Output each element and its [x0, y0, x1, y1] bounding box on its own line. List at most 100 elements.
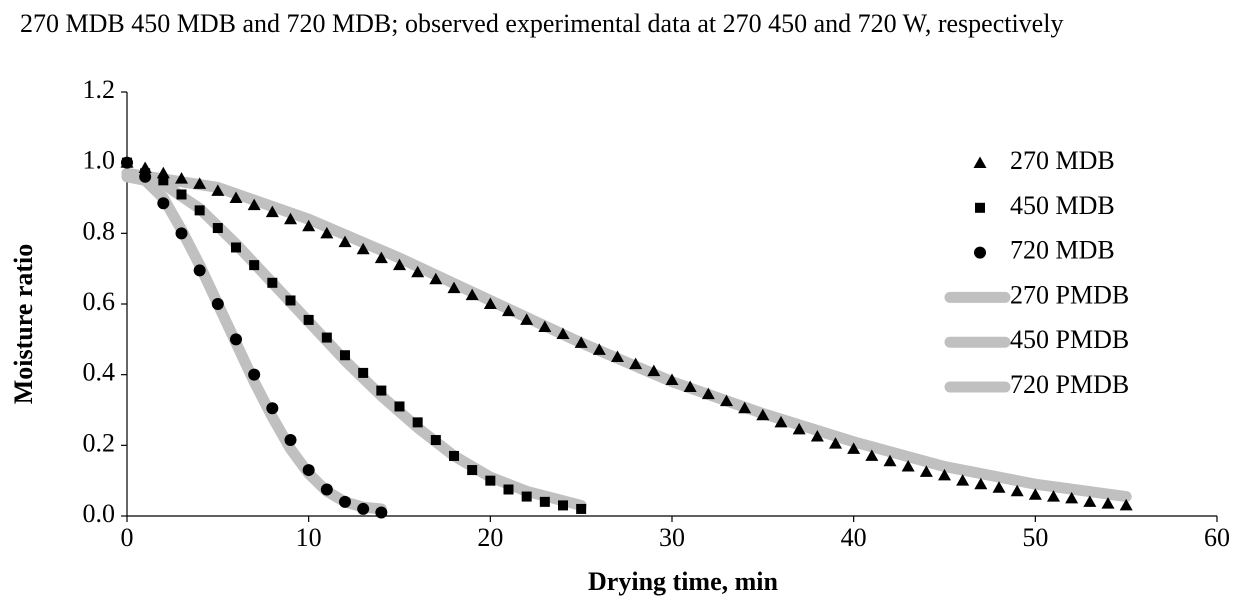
marker-triangle — [211, 184, 225, 196]
y-tick-label: 0.6 — [83, 287, 116, 316]
marker-square — [521, 491, 532, 502]
marker-square — [376, 385, 387, 396]
marker-circle — [302, 464, 315, 477]
marker-circle — [230, 333, 242, 346]
legend-label: 720 PMDB — [1010, 370, 1129, 399]
marker-square — [576, 503, 587, 514]
legend-label: 270 PMDB — [1010, 280, 1129, 309]
marker-triangle — [847, 442, 861, 454]
marker-square — [176, 189, 187, 200]
marker-triangle — [883, 454, 897, 467]
marker-circle — [211, 298, 224, 310]
marker-triangle — [974, 477, 988, 490]
marker-triangle — [229, 191, 243, 203]
y-tick-label: 1.2 — [83, 75, 116, 104]
marker-triangle — [1083, 495, 1097, 507]
x-axis-label: Drying time, min — [588, 567, 778, 596]
marker-circle — [139, 170, 152, 183]
predicted-line — [121, 167, 587, 511]
marker-triangle — [701, 387, 715, 400]
marker-triangle — [810, 430, 824, 442]
marker-triangle — [792, 422, 806, 435]
marker-square — [321, 332, 332, 343]
marker-square — [558, 500, 568, 511]
marker-triangle — [320, 226, 334, 239]
marker-triangle — [1101, 497, 1115, 509]
x-tick-label: 10 — [296, 523, 322, 552]
marker-triangle — [411, 265, 425, 278]
x-tick-label: 0 — [121, 523, 134, 552]
marker-triangle — [574, 336, 588, 348]
marker-triangle — [829, 437, 842, 449]
marker-triangle — [774, 415, 788, 428]
marker-triangle — [973, 156, 987, 168]
marker-circle — [375, 506, 388, 519]
marker-circle — [974, 246, 986, 259]
marker-triangle — [265, 205, 279, 218]
marker-square — [485, 475, 496, 486]
marker-square — [231, 242, 241, 253]
marker-circle — [157, 197, 170, 210]
y-tick-label: 0.2 — [83, 428, 116, 457]
marker-triangle — [592, 343, 606, 355]
marker-triangle — [247, 198, 261, 211]
x-tick-label: 50 — [1022, 523, 1048, 552]
marker-triangle — [665, 373, 679, 385]
marker-triangle — [302, 219, 316, 232]
chart-title: 270 MDB 450 MDB and 720 MDB; observed ex… — [20, 9, 1064, 38]
marker-triangle — [901, 460, 915, 472]
marker-circle — [339, 495, 351, 508]
marker-circle — [175, 227, 188, 240]
y-tick-label: 0.4 — [83, 358, 116, 387]
x-tick-label: 60 — [1204, 523, 1230, 552]
marker-square — [412, 417, 423, 428]
marker-triangle — [1010, 484, 1024, 497]
marker-square — [975, 202, 985, 213]
marker-triangle — [1119, 498, 1133, 511]
marker-square — [212, 223, 223, 234]
marker-square — [430, 435, 441, 446]
marker-triangle — [556, 327, 570, 340]
marker-square — [449, 450, 459, 461]
marker-triangle — [520, 313, 534, 325]
marker-triangle — [338, 235, 352, 248]
marker-triangle — [720, 394, 733, 407]
y-tick-label: 0.0 — [83, 499, 116, 528]
marker-triangle — [393, 258, 406, 271]
x-tick-label: 20 — [477, 523, 503, 552]
marker-square — [467, 465, 478, 476]
marker-triangle — [356, 242, 370, 255]
marker-square — [340, 350, 350, 361]
marker-triangle — [1047, 490, 1060, 502]
marker-square — [358, 367, 369, 378]
marker-triangle — [629, 357, 643, 370]
marker-triangle — [193, 177, 207, 189]
marker-triangle — [683, 380, 697, 393]
x-tick-label: 40 — [841, 523, 867, 552]
marker-triangle — [1028, 488, 1042, 500]
marker-square — [194, 205, 205, 216]
marker-circle — [320, 483, 333, 496]
marker-triangle — [611, 350, 624, 362]
y-axis-label: Moisture ratio — [9, 244, 38, 405]
marker-square — [249, 260, 260, 271]
marker-triangle — [429, 272, 443, 285]
marker-triangle — [538, 320, 552, 332]
predicted-line — [121, 171, 387, 515]
marker-triangle — [465, 288, 479, 301]
title-box: 270 MDB 450 MDB and 720 MDB; observed ex… — [20, 9, 1064, 38]
marker-triangle — [738, 401, 752, 414]
marker-triangle — [374, 251, 388, 264]
marker-triangle — [447, 281, 461, 294]
y-tick-label: 0.8 — [83, 216, 116, 245]
marker-triangle — [938, 468, 951, 481]
marker-triangle — [919, 465, 933, 477]
legend-label: 270 MDB — [1010, 146, 1115, 175]
marker-triangle — [865, 449, 879, 461]
marker-square — [539, 496, 550, 507]
marker-triangle — [647, 364, 661, 377]
marker-circle — [284, 434, 297, 447]
marker-triangle — [483, 297, 497, 309]
marker-circle — [357, 502, 370, 515]
